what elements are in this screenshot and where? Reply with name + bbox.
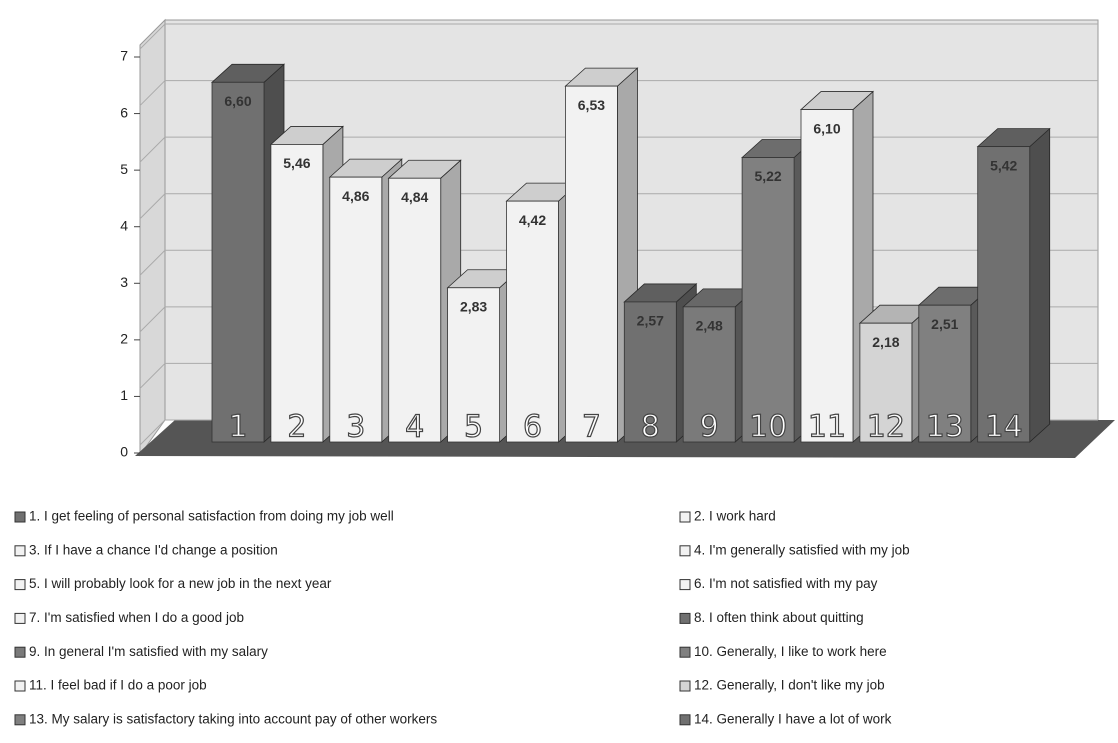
- legend-marker: [679, 646, 691, 658]
- category-label: 12: [867, 410, 905, 445]
- y-tick-label: 6: [120, 104, 128, 120]
- category-label: 13: [926, 410, 964, 445]
- legend-label: 9. In general I'm satisfied with my sala…: [29, 644, 268, 659]
- value-label: 5,22: [754, 168, 781, 184]
- legend-label: 7. I'm satisfied when I do a good job: [29, 610, 244, 625]
- value-label: 2,18: [872, 334, 899, 350]
- y-tick-label: 4: [120, 217, 128, 233]
- value-label: 4,42: [519, 212, 546, 228]
- y-tick-label: 2: [120, 331, 128, 347]
- grid-line-side: [139, 306, 166, 333]
- legend-label: 11. I feel bad if I do a poor job: [29, 678, 207, 693]
- value-label: 2,57: [637, 313, 664, 329]
- legend-marker: [679, 511, 691, 523]
- category-label: 4: [405, 410, 424, 445]
- y-tick-label: 1: [120, 387, 128, 403]
- bar: [918, 304, 972, 443]
- category-label: 3: [346, 410, 365, 445]
- value-label: 5,46: [283, 155, 310, 171]
- legend-marker: [679, 714, 691, 726]
- legend-marker: [14, 646, 26, 658]
- category-label: 7: [582, 410, 601, 445]
- value-label: 4,86: [342, 188, 369, 204]
- legend-label: 5. I will probably look for a new job in…: [29, 576, 332, 591]
- category-label: 8: [641, 410, 660, 445]
- value-label: 6,53: [578, 97, 605, 113]
- grid-line-side: [139, 419, 166, 446]
- y-tick-label: 5: [120, 161, 128, 177]
- legend-marker: [679, 579, 691, 591]
- category-label: 1: [228, 410, 247, 445]
- value-label: 2,51: [931, 316, 958, 332]
- bar: [447, 287, 501, 443]
- legend-marker: [14, 545, 26, 557]
- category-label: 10: [749, 410, 787, 445]
- legend-label: 1. I get feeling of personal satisfactio…: [29, 509, 394, 524]
- bar: [211, 81, 265, 443]
- bar: [859, 322, 913, 443]
- legend-label: 3. If I have a chance I'd change a posit…: [29, 542, 278, 557]
- grid-line-side: [139, 136, 166, 163]
- value-label: 5,42: [990, 157, 1017, 173]
- side-wall: [139, 18, 166, 457]
- legend-label: 8. I often think about quitting: [694, 610, 864, 625]
- grid-line-side: [139, 193, 166, 220]
- legend-marker: [14, 511, 26, 523]
- legend-label: 6. I'm not satisfied with my pay: [694, 576, 878, 591]
- value-label: 6,60: [224, 93, 251, 109]
- grid-line-side: [139, 363, 166, 389]
- legend-label: 13. My salary is satisfactory taking int…: [29, 711, 437, 726]
- bar: [329, 176, 383, 443]
- bar: [741, 157, 795, 443]
- grid-line-side: [139, 249, 166, 276]
- legend-label: 14. Generally I have a lot of work: [694, 711, 892, 726]
- value-label: 4,84: [401, 189, 428, 205]
- category-label: 9: [700, 410, 719, 445]
- grid-line-side: [139, 23, 166, 50]
- legend-label: 4. I'm generally satisfied with my job: [694, 542, 910, 557]
- legend-label: 2. I work hard: [694, 509, 776, 524]
- category-label: 2: [287, 410, 306, 445]
- bar: [977, 146, 1031, 443]
- category-label: 6: [523, 410, 542, 445]
- bar: [565, 85, 618, 443]
- bar: [506, 200, 559, 443]
- legend-marker: [14, 680, 26, 692]
- y-tick-label: 0: [120, 444, 128, 460]
- category-label: 11: [808, 410, 846, 445]
- legend-marker: [679, 612, 691, 624]
- bar: [623, 301, 677, 443]
- legend-marker: [14, 612, 26, 624]
- legend-label: 10. Generally, I like to work here: [694, 644, 887, 659]
- y-tick-label: 3: [120, 274, 128, 290]
- bar: [682, 306, 736, 443]
- grid-line-side: [139, 80, 166, 106]
- bar: [388, 177, 442, 443]
- bar: [800, 109, 854, 443]
- legend-marker: [14, 714, 26, 726]
- legend-marker: [679, 680, 691, 692]
- category-label: 14: [985, 410, 1023, 445]
- bar-side: [1029, 127, 1051, 443]
- value-label: 2,83: [460, 298, 487, 314]
- value-label: 6,10: [813, 120, 840, 136]
- y-tick-label: 7: [120, 48, 128, 64]
- category-label: 5: [464, 410, 483, 445]
- legend-marker: [14, 579, 26, 591]
- value-label: 2,48: [696, 318, 723, 334]
- bar: [270, 144, 324, 443]
- legend-label: 12. Generally, I don't like my job: [694, 678, 885, 693]
- legend-marker: [679, 545, 691, 557]
